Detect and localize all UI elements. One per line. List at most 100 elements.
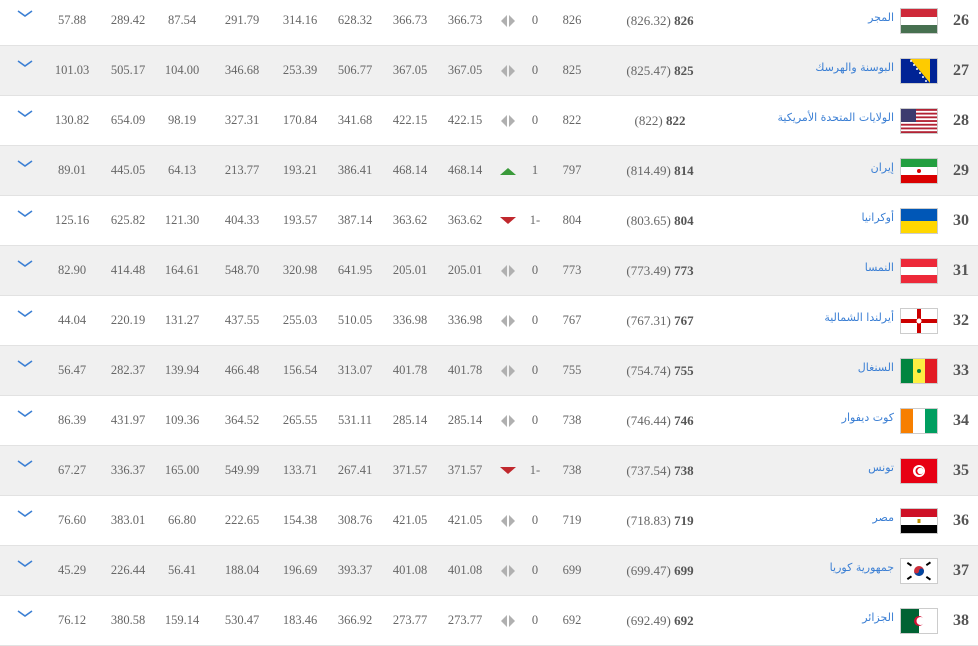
points: 719: [674, 513, 694, 528]
chevron-down-icon[interactable]: [15, 459, 35, 469]
stat-cell: 548.70: [224, 263, 260, 277]
country-link[interactable]: أيرلندا الشمالية: [824, 311, 894, 324]
country-link[interactable]: الولايات المتحدة الأمريكية: [777, 111, 895, 124]
stat-cell: 431.97: [110, 413, 146, 427]
stat-cell: 193.21: [282, 163, 318, 177]
chevron-down-icon[interactable]: [15, 209, 35, 219]
country-link[interactable]: إيران: [870, 161, 894, 174]
stat-cell: 366.92: [337, 613, 373, 627]
points-exact: (746.44): [626, 413, 671, 428]
points: 767: [674, 313, 694, 328]
stat-cell: 285.14: [447, 413, 483, 427]
chevron-down-icon[interactable]: [15, 609, 35, 619]
stat-cell: 133.71: [282, 463, 318, 477]
stat-cell: 505.17: [110, 63, 146, 77]
country-link[interactable]: البوسنة والهرسك: [815, 61, 894, 74]
stat-cell: 367.05: [447, 63, 483, 77]
total-points: (826.32) 826: [600, 0, 720, 45]
country-link[interactable]: تونس: [868, 461, 894, 474]
points-exact: (754.74): [626, 363, 671, 378]
total-points: (773.49) 773: [600, 246, 720, 295]
flag-tunisia-icon: [901, 459, 937, 483]
stat-cell: 282.37: [110, 363, 146, 377]
country-link[interactable]: كوت ديفوار: [841, 411, 894, 424]
rank: 31: [953, 262, 969, 279]
trend-down-icon: [500, 467, 516, 474]
previous-points: 767: [562, 313, 582, 327]
chevron-down-icon[interactable]: [15, 309, 35, 319]
chevron-down-icon[interactable]: [15, 409, 35, 419]
stat-cell: 366.73: [447, 13, 483, 27]
rank-change: 1: [531, 163, 539, 177]
stat-cell: 367.05: [392, 63, 428, 77]
points: 826: [674, 13, 694, 28]
points: 822: [665, 113, 686, 128]
stat-cell: 253.39: [282, 63, 318, 77]
stat-cell: 44.04: [57, 313, 87, 327]
stat-cell: 222.65: [224, 513, 260, 527]
table-row: 421.05 421.05 308.76 154.38 222.65 66.80 383.0…: [0, 496, 978, 546]
country-link[interactable]: الجزائر: [862, 611, 894, 624]
rank: 34: [953, 412, 969, 429]
country-link[interactable]: السنغال: [857, 361, 894, 374]
stat-cell: 380.58: [110, 613, 146, 627]
previous-points: 692: [562, 613, 582, 627]
stat-cell: 422.15: [392, 113, 428, 127]
stat-cell: 468.14: [447, 163, 483, 177]
flag-usa-icon: [901, 109, 937, 133]
rank-change: 0: [531, 63, 539, 77]
no-change-icon: [501, 565, 515, 577]
points: 755: [674, 363, 694, 378]
points-exact: (767.31): [626, 313, 671, 328]
stat-cell: 422.15: [447, 113, 483, 127]
chevron-down-icon[interactable]: [15, 559, 35, 569]
stat-cell: 421.05: [447, 513, 483, 527]
stat-cell: 336.98: [447, 313, 483, 327]
country-link[interactable]: المجر: [868, 11, 894, 24]
rank: 28: [953, 112, 969, 129]
rank-change: 0: [531, 513, 539, 527]
previous-points: 699: [562, 563, 582, 577]
chevron-down-icon[interactable]: [15, 509, 35, 519]
chevron-down-icon[interactable]: [15, 159, 35, 169]
table-row: 371.57 371.57 267.41 133.71 549.99 165.00 336.…: [0, 446, 978, 496]
stat-cell: 82.90: [57, 263, 87, 277]
points: 773: [674, 263, 694, 278]
rank: 29: [953, 162, 969, 179]
chevron-down-icon[interactable]: [15, 109, 35, 119]
stat-cell: 255.03: [282, 313, 318, 327]
points: 814: [674, 163, 694, 178]
no-change-icon: [501, 315, 515, 327]
table-row: 468.14 468.14 386.41 193.21 213.77 64.13 445.0…: [0, 146, 978, 196]
stat-cell: 401.08: [447, 563, 483, 577]
trend-down-icon: [500, 217, 516, 224]
stat-cell: 437.55: [224, 313, 260, 327]
stat-cell: 273.77: [447, 613, 483, 627]
no-change-icon: [501, 265, 515, 277]
chevron-down-icon[interactable]: [15, 9, 35, 19]
flag-hungary-icon: [901, 9, 937, 33]
country-link[interactable]: جمهورية كوريا: [829, 561, 894, 574]
stat-cell: 468.14: [392, 163, 428, 177]
country-link[interactable]: النمسا: [864, 261, 894, 274]
chevron-down-icon[interactable]: [15, 59, 35, 69]
rank: 26: [953, 12, 969, 29]
total-points: (746.44) 746: [600, 396, 720, 445]
chevron-down-icon[interactable]: [15, 359, 35, 369]
no-change-icon: [501, 365, 515, 377]
points-exact: (692.49): [626, 613, 671, 628]
points-exact: (822): [634, 113, 663, 128]
flag-south-korea-icon: [901, 559, 937, 583]
previous-points: 773: [562, 263, 582, 277]
stat-cell: 220.19: [110, 313, 146, 327]
stat-cell: 421.05: [392, 513, 428, 527]
stat-cell: 506.77: [337, 63, 373, 77]
country-link[interactable]: أوكرانيا: [861, 211, 894, 224]
stat-cell: 76.60: [57, 513, 87, 527]
chevron-down-icon[interactable]: [15, 259, 35, 269]
country-link[interactable]: مصر: [872, 511, 894, 524]
previous-points: 822: [562, 113, 582, 127]
points: 804: [674, 213, 694, 228]
table-row: 401.08 401.08 393.37 196.69 188.04 56.41 226.4…: [0, 546, 978, 596]
